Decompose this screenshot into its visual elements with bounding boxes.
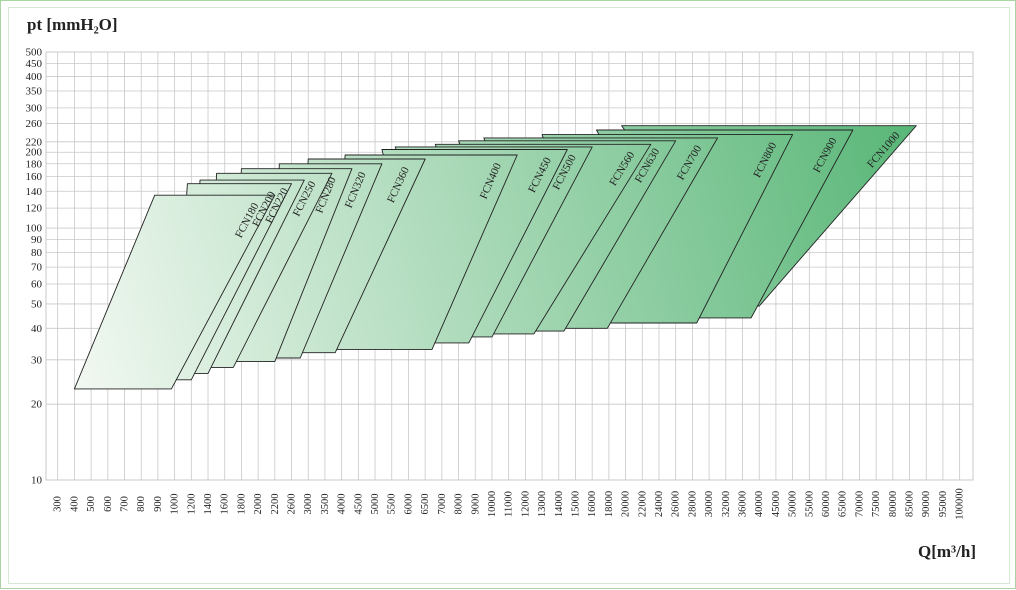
x-tick-label: 2600 <box>287 494 298 515</box>
x-tick-label: 15000 <box>570 491 581 517</box>
x-tick-label: 3000 <box>303 494 314 515</box>
y-tick-label: 120 <box>26 203 43 215</box>
y-tick-label: 180 <box>26 158 43 170</box>
x-axis-label: Q[m³/h] <box>918 542 976 561</box>
x-tick-label: 900 <box>153 496 164 512</box>
x-tick-label: 6500 <box>420 494 431 515</box>
y-tick-label: 40 <box>31 323 43 335</box>
x-tick-label: 700 <box>120 496 131 512</box>
x-tick-label: 10000 <box>487 491 498 517</box>
x-tick-label: 300 <box>53 496 64 512</box>
x-tick-label: 24000 <box>654 491 665 517</box>
x-tick-label: 6000 <box>403 494 414 515</box>
x-tick-label: 20000 <box>621 491 632 517</box>
x-tick-label: 80000 <box>888 491 899 517</box>
x-tick-label: 40000 <box>754 491 765 517</box>
chart-panel <box>8 7 1010 584</box>
x-tick-label: 400 <box>69 496 80 512</box>
x-tick-label: 4500 <box>353 494 364 515</box>
y-tick-label: 200 <box>26 147 43 159</box>
x-tick-label: 65000 <box>838 491 849 517</box>
x-tick-label: 8000 <box>454 494 465 515</box>
x-tick-label: 11000 <box>504 491 515 517</box>
y-tick-label: 30 <box>31 354 43 366</box>
x-tick-label: 70000 <box>854 491 865 517</box>
x-tick-label: 28000 <box>687 491 698 517</box>
x-tick-label: 3500 <box>320 494 331 515</box>
x-tick-label: 60000 <box>821 491 832 517</box>
x-tick-label: 2200 <box>270 494 281 515</box>
x-tick-label: 50000 <box>788 491 799 517</box>
y-tick-label: 60 <box>31 278 43 290</box>
x-tick-label: 55000 <box>804 491 815 517</box>
y-tick-label: 80 <box>31 247 43 259</box>
y-tick-label: 220 <box>26 136 43 148</box>
x-tick-label: 95000 <box>938 491 949 517</box>
x-tick-label: 9000 <box>470 494 481 515</box>
y-tick-label: 400 <box>26 71 43 83</box>
x-tick-label: 7000 <box>437 494 448 515</box>
x-tick-label: 16000 <box>587 491 598 517</box>
y-tick-label: 20 <box>31 399 43 411</box>
x-tick-label: 5500 <box>387 494 398 515</box>
x-tick-labels: 300 400 500 600 700 800 900 1000 1200 1400 1600 180… <box>53 488 966 520</box>
y-tick-label: 90 <box>31 234 43 246</box>
y-tick-label: 50 <box>31 298 43 310</box>
x-tick-label: 75000 <box>871 491 882 517</box>
x-tick-label: 45000 <box>771 491 782 517</box>
y-tick-label: 260 <box>26 118 43 130</box>
y-tick-label: 300 <box>26 102 43 114</box>
x-tick-label: 800 <box>136 496 147 512</box>
x-tick-label: 22000 <box>637 491 648 517</box>
y-tick-label: 160 <box>26 171 43 183</box>
x-tick-label: 600 <box>103 496 114 512</box>
y-axis-label: pt [mmH₂O] <box>27 15 118 34</box>
x-tick-label: 100000 <box>955 488 966 520</box>
y-tick-label: 70 <box>31 262 43 274</box>
x-tick-label: 1800 <box>236 494 247 515</box>
x-tick-label: 1200 <box>186 494 197 515</box>
x-tick-label: 90000 <box>921 491 932 517</box>
x-tick-label: 12000 <box>520 491 531 517</box>
y-tick-label: 350 <box>26 86 43 98</box>
x-tick-label: 1600 <box>220 494 231 515</box>
x-tick-label: 14000 <box>554 491 565 517</box>
x-tick-label: 4000 <box>337 494 348 515</box>
fan-region-fcn180 <box>73 194 276 390</box>
x-tick-label: 2000 <box>253 494 264 515</box>
x-tick-label: 500 <box>86 496 97 512</box>
y-tick-label: 500 <box>26 47 43 59</box>
y-tick-label: 10 <box>31 475 43 487</box>
y-tick-label: 450 <box>26 58 43 70</box>
x-tick-label: 13000 <box>537 491 548 517</box>
y-tick-label: 100 <box>26 223 43 235</box>
fan-regions <box>73 125 917 390</box>
x-tick-label: 32000 <box>721 491 732 517</box>
x-tick-label: 1400 <box>203 494 214 515</box>
x-tick-label: 36000 <box>738 491 749 517</box>
x-tick-label: 85000 <box>905 491 916 517</box>
y-tick-label: 140 <box>26 186 43 198</box>
x-tick-label: 18000 <box>604 491 615 517</box>
x-tick-label: 26000 <box>671 491 682 517</box>
x-tick-label: 5000 <box>370 494 381 515</box>
x-tick-label: 1000 <box>170 494 181 515</box>
x-tick-label: 30000 <box>704 491 715 517</box>
